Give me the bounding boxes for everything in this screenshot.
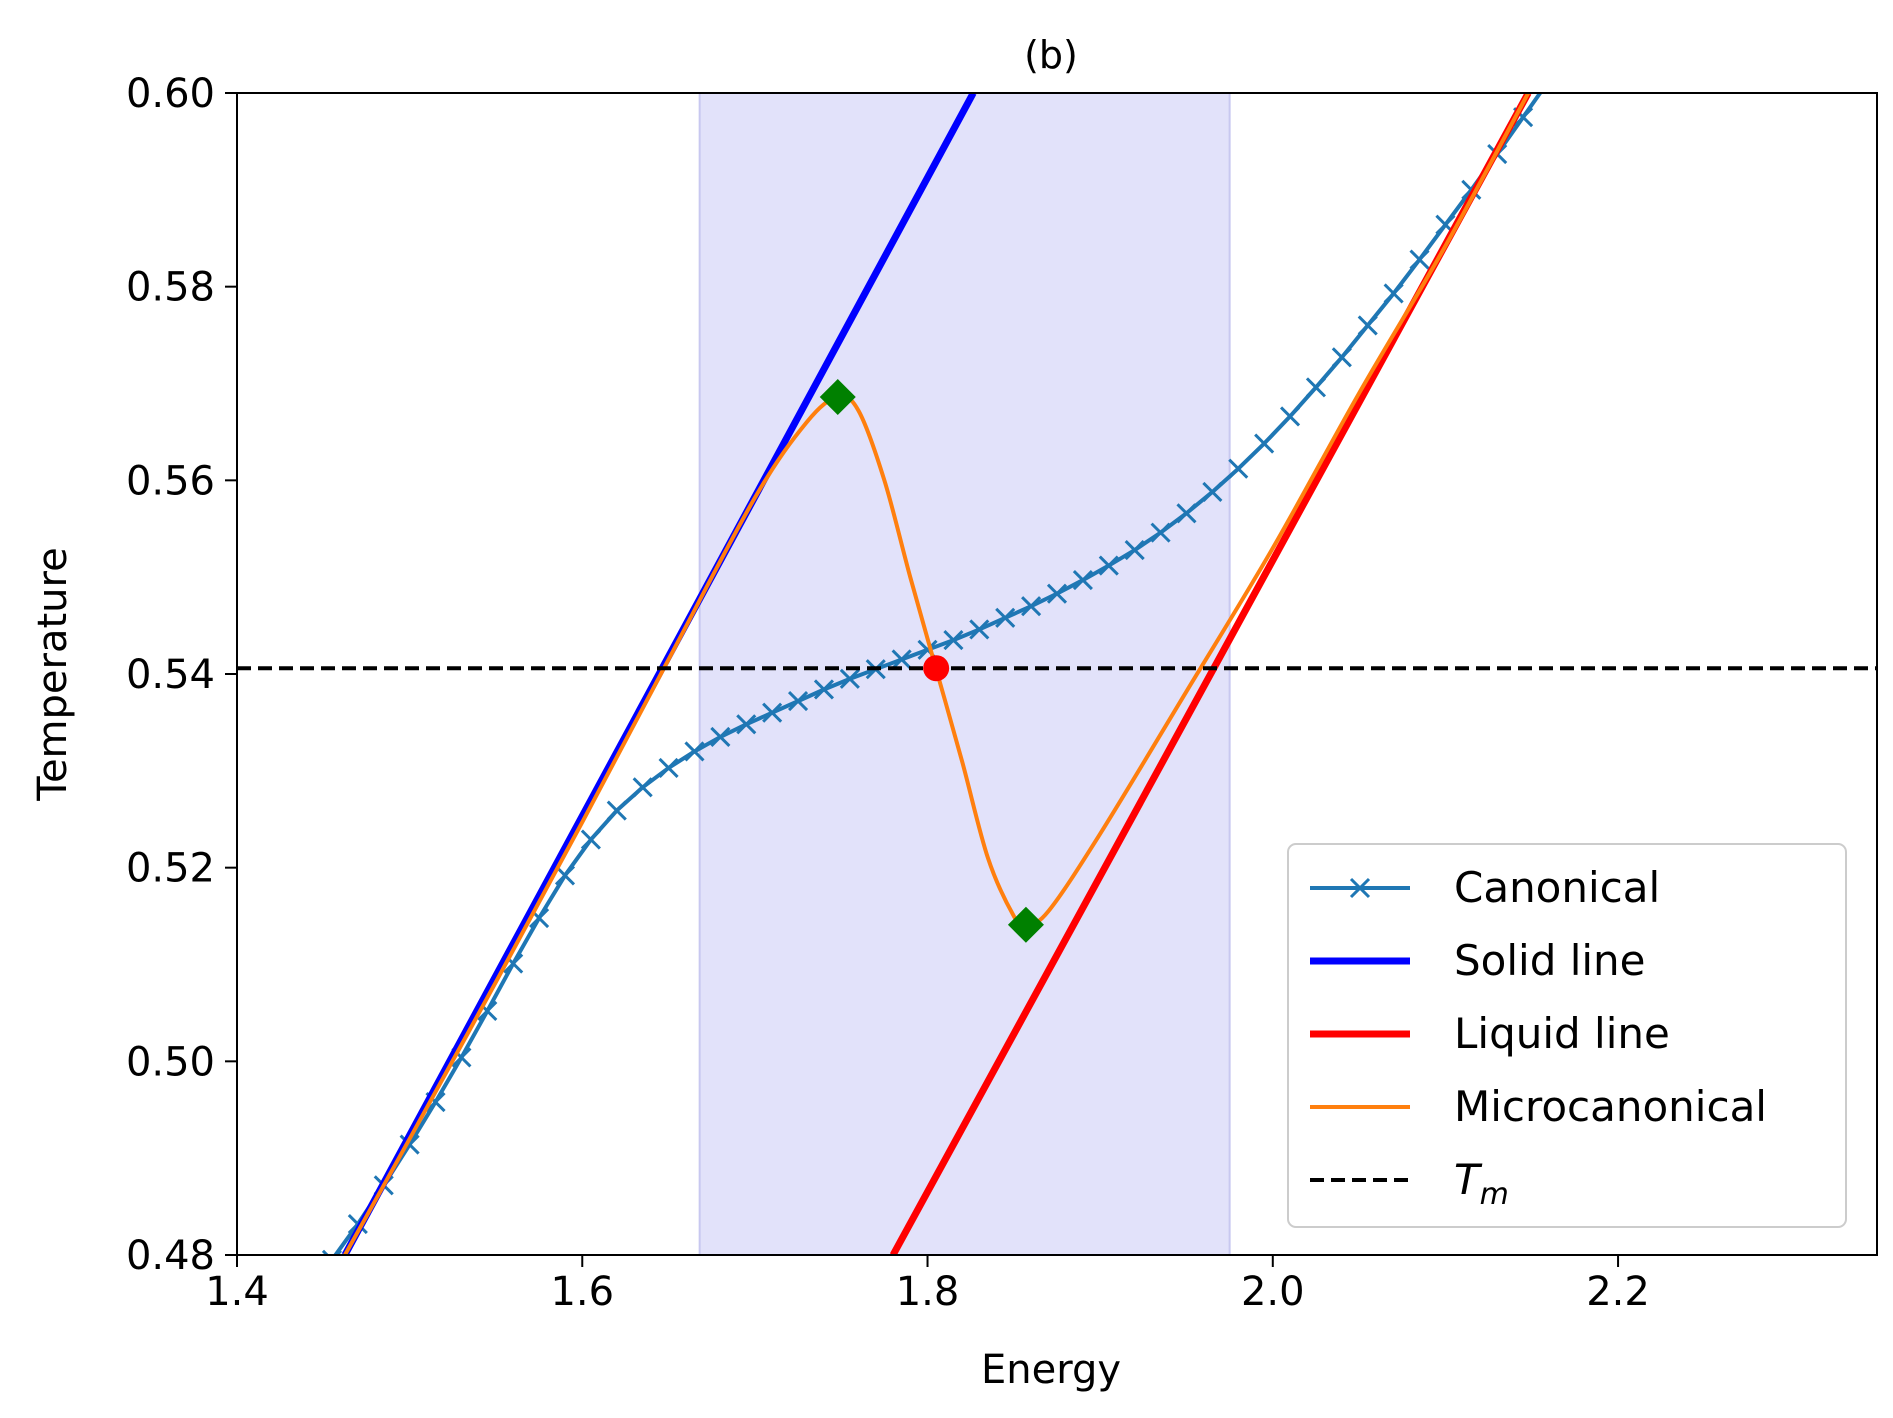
canonical-point xyxy=(710,726,731,748)
canonical-point xyxy=(995,607,1016,628)
legend-item: Liquid line xyxy=(1310,1009,1670,1058)
canonical-point xyxy=(1124,539,1145,561)
legend-label: Tm xyxy=(1454,1155,1509,1212)
canonical-point xyxy=(1383,283,1404,304)
canonical-point xyxy=(736,714,757,735)
canonical-point xyxy=(1305,377,1327,398)
canonical-point xyxy=(1228,458,1249,479)
canonical-point xyxy=(321,1249,343,1255)
canonical-point xyxy=(1357,315,1378,336)
melting-point-marker xyxy=(923,655,950,682)
y-axis-ticks: 0.48 0.50 0.52 0.54 0.56 0.58 0.60 xyxy=(126,71,237,1279)
y-tick-label: 0.48 xyxy=(126,1233,215,1279)
canonical-point xyxy=(1331,347,1352,368)
canonical-point xyxy=(1046,583,1068,604)
canonical-point xyxy=(632,777,653,798)
canonical-markers xyxy=(321,107,1534,1255)
canonical-point xyxy=(969,619,990,640)
y-tick-label: 0.58 xyxy=(126,265,215,311)
y-tick-label: 0.52 xyxy=(126,846,215,892)
legend-box xyxy=(1287,843,1847,1228)
chart-title: (b) xyxy=(1024,33,1078,77)
canonical-point xyxy=(684,741,705,762)
y-tick-label: 0.50 xyxy=(126,1039,215,1085)
legend-item: Microcanonical xyxy=(1310,1082,1767,1131)
x-axis-label: Energy xyxy=(981,1347,1121,1393)
x-tick-label: 1.4 xyxy=(205,1269,269,1315)
x-axis-ticks: 1.4 1.6 1.8 2.0 2.2 xyxy=(205,1255,1650,1315)
canonical-point xyxy=(839,668,860,689)
canonical-point xyxy=(1021,596,1042,617)
canonical-point xyxy=(1072,570,1093,591)
legend-item: Tm xyxy=(1310,1155,1509,1212)
canonical-point xyxy=(943,630,964,651)
spinodal-diamond-marker xyxy=(1007,906,1044,943)
plot-area xyxy=(237,93,1877,1255)
legend-label: Microcanonical xyxy=(1454,1082,1767,1131)
canonical-point xyxy=(787,691,809,712)
canonical-point xyxy=(1254,433,1275,454)
canonical-point xyxy=(1279,406,1301,427)
canonical-point xyxy=(813,679,835,700)
canonical-point xyxy=(1098,555,1119,576)
canonical-point xyxy=(580,829,601,850)
canonical-point xyxy=(606,800,627,821)
legend-label: Liquid line xyxy=(1454,1009,1670,1058)
canonical-point xyxy=(762,702,783,723)
legend-items: Canonical Solid line Liquid line Microcanon… xyxy=(1310,863,1767,1212)
y-tick-label: 0.60 xyxy=(126,71,215,117)
legend-item: Solid line xyxy=(1310,936,1646,985)
legend: Canonical Solid line Liquid line Microcanon… xyxy=(1287,843,1847,1228)
x-tick-label: 2.0 xyxy=(1241,1269,1305,1315)
x-tick-label: 1.8 xyxy=(896,1269,960,1315)
legend-marker xyxy=(1349,877,1371,899)
x-tick-label: 1.6 xyxy=(550,1269,614,1315)
canonical-point xyxy=(1176,503,1197,524)
y-tick-label: 0.56 xyxy=(126,458,215,504)
legend-label: Canonical xyxy=(1454,863,1660,912)
shaded-coexistence-region xyxy=(698,93,1231,1255)
canonical-point xyxy=(1202,481,1223,503)
y-axis-label: Temperature xyxy=(30,547,76,801)
canonical-point xyxy=(891,649,912,670)
spinodal-diamond-marker xyxy=(819,379,856,416)
y-tick-label: 0.54 xyxy=(126,652,215,698)
marker-layer xyxy=(819,379,1044,943)
canonical-point xyxy=(658,757,679,778)
legend-item: Canonical xyxy=(1310,863,1660,912)
legend-label: Solid line xyxy=(1454,936,1646,985)
canonical-point xyxy=(1409,249,1430,270)
x-tick-label: 2.2 xyxy=(1586,1269,1650,1315)
canonical-point xyxy=(1150,522,1171,543)
